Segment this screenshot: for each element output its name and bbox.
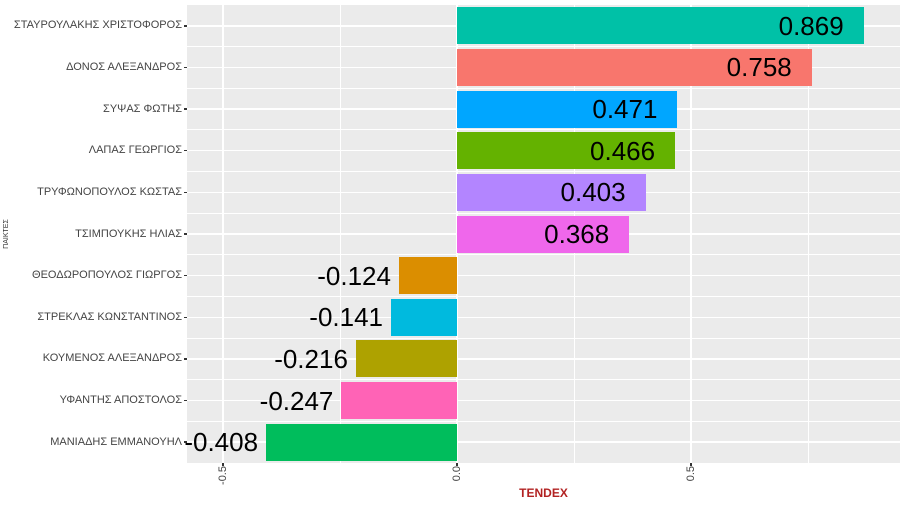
x-tick-mark: [456, 463, 458, 466]
category-label: ΜΑΝΙΑΔΗΣ ΕΜΜΑΝΟΥΗΛ: [50, 435, 182, 448]
category-label: ΘΕΟΔΩΡΟΠΟΥΛΟΣ ΓΙΩΡΓΟΣ: [32, 269, 182, 282]
gridline-horizontal-major: [187, 316, 900, 319]
bar: [355, 340, 457, 378]
y-tick-mark: [184, 149, 187, 152]
y-tick-mark: [184, 274, 187, 277]
y-tick-mark: [184, 233, 187, 235]
value-label: 0.466: [590, 135, 656, 166]
value-label: -0.408: [184, 427, 259, 458]
x-tick-mark: [690, 463, 692, 466]
bar: [457, 7, 864, 45]
x-tick-label: 0.5: [685, 466, 697, 482]
y-tick-mark: [184, 191, 187, 194]
x-tick-label: -0.5: [217, 466, 229, 485]
bar: [266, 423, 457, 461]
gridline-horizontal-minor: [187, 379, 900, 381]
y-tick-mark: [184, 358, 187, 360]
y-tick-mark: [184, 108, 187, 110]
y-tick-mark: [184, 25, 187, 27]
category-label: ΔΟΝΟΣ ΑΛΕΞΑΝΔΡΟΣ: [66, 60, 182, 73]
gridline-horizontal-minor: [187, 337, 900, 339]
gridline-horizontal-major: [187, 358, 900, 360]
gridline-horizontal-major: [187, 441, 900, 443]
gridline-horizontal-minor: [187, 212, 900, 214]
y-tick-mark: [184, 66, 187, 69]
x-axis-title: TENDEX: [519, 486, 568, 500]
y-axis-title: ΠΑΙΚΤΕΣ: [3, 219, 10, 249]
value-label: 0.368: [544, 219, 610, 249]
value-label: 0.758: [726, 52, 792, 83]
bar: [341, 382, 457, 420]
x-tick-mark: [222, 463, 224, 466]
category-label: ΤΣΙΜΠΟΥΚΗΣ ΗΛΙΑΣ: [75, 227, 182, 240]
bar: [398, 257, 457, 295]
bar: [457, 132, 676, 170]
category-label: ΣΤΑΥΡΟΥΛΑΚΗΣ ΧΡΙΣΤΟΦΟΡΟΣ: [13, 19, 182, 32]
gridline-horizontal-minor: [187, 129, 900, 131]
category-label: ΛΑΠΑΣ ΓΕΩΡΓΙΟΣ: [88, 144, 182, 157]
value-label: 0.403: [560, 177, 626, 208]
y-tick-mark: [184, 399, 187, 402]
gridline-horizontal-minor: [187, 254, 900, 256]
category-label: ΣΤΡΕΚΛΑΣ ΚΩΝΣΤΑΝΤΙΝΟΣ: [37, 310, 182, 323]
value-label: -0.216: [274, 343, 348, 374]
value-label: 0.471: [592, 94, 658, 125]
category-label: ΤΡΥΦΩΝΟΠΟΥΛΟΣ ΚΩΣΤΑΣ: [37, 185, 182, 198]
y-tick-mark: [184, 441, 187, 443]
gridline-horizontal-minor: [187, 295, 900, 297]
x-tick-label: 0.0: [451, 466, 463, 482]
gridline-horizontal-minor: [187, 87, 900, 89]
gridline-horizontal-minor: [187, 420, 900, 422]
gridline-horizontal-major: [187, 399, 900, 402]
value-label: 0.869: [778, 10, 844, 41]
y-tick-mark: [184, 316, 187, 319]
value-label: -0.124: [317, 260, 391, 291]
category-label: ΣΥΨΑΣ ΦΩΤΗΣ: [103, 102, 182, 115]
value-label: -0.247: [259, 385, 334, 416]
bar: [457, 215, 630, 253]
gridline-horizontal-minor: [187, 171, 900, 173]
value-label: -0.141: [309, 302, 384, 333]
category-label: ΚΟΥΜΕΝΟΣ ΑΛΕΞΑΝΔΡΟΣ: [42, 352, 182, 365]
bar: [457, 48, 812, 86]
category-label: ΥΦΑΝΤΗΣ ΑΠΟΣΤΟΛΟΣ: [59, 394, 182, 407]
bar: [457, 90, 678, 128]
gridline-horizontal-major: [187, 274, 900, 277]
gridline-horizontal-minor: [187, 46, 900, 48]
bar: [391, 298, 457, 336]
bar: [457, 173, 646, 211]
